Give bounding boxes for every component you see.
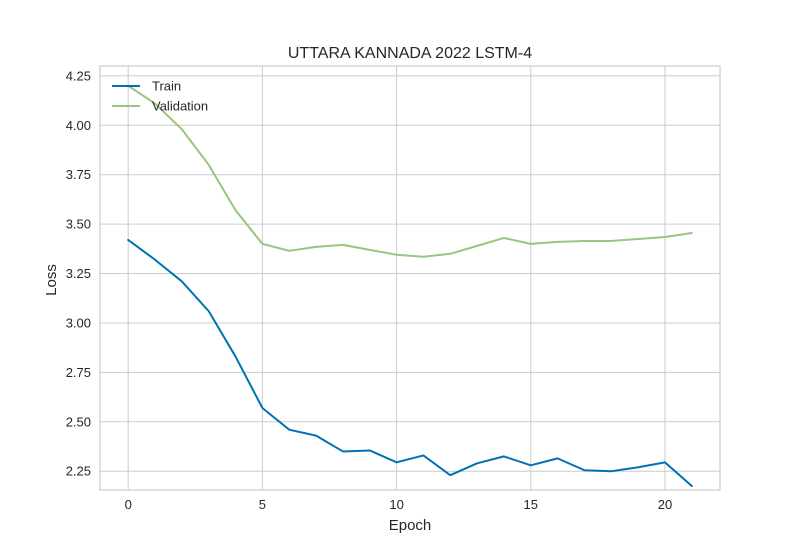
y-tick-label: 2.75 [66,365,91,380]
y-tick-label: 3.75 [66,167,91,182]
series-line-validation [127,84,693,258]
legend: Train Validation [112,79,208,114]
x-tick-label: 15 [524,497,538,512]
x-tick-label: 5 [259,497,266,512]
y-tick-label: 3.00 [66,315,91,330]
x-axis-label: Epoch [389,517,432,534]
plot-area [99,65,721,491]
y-tick-label: 4.25 [66,68,91,83]
y-tick-label: 2.25 [66,464,91,479]
x-tick-label: 20 [658,497,672,512]
y-tick-label: 2.50 [66,414,91,429]
legend-label-train: Train [152,79,181,94]
chart-title: UTTARA KANNADA 2022 LSTM-4 [288,45,532,62]
x-tick-label: 10 [389,497,403,512]
y-tick-label: 3.25 [66,266,91,281]
y-tick-label: 3.50 [66,217,91,232]
series [127,84,693,488]
x-tick-label: 0 [125,497,132,512]
legend-label-validation: Validation [152,99,208,114]
series-line-train [127,238,693,488]
ticks: 0 5 10 15 20 2.25 2.50 2.75 3.00 3.25 3.50 3.75 4.00… [66,68,673,512]
y-axis-label: Loss [43,264,60,296]
grid [100,66,720,490]
y-tick-label: 4.00 [66,118,91,133]
